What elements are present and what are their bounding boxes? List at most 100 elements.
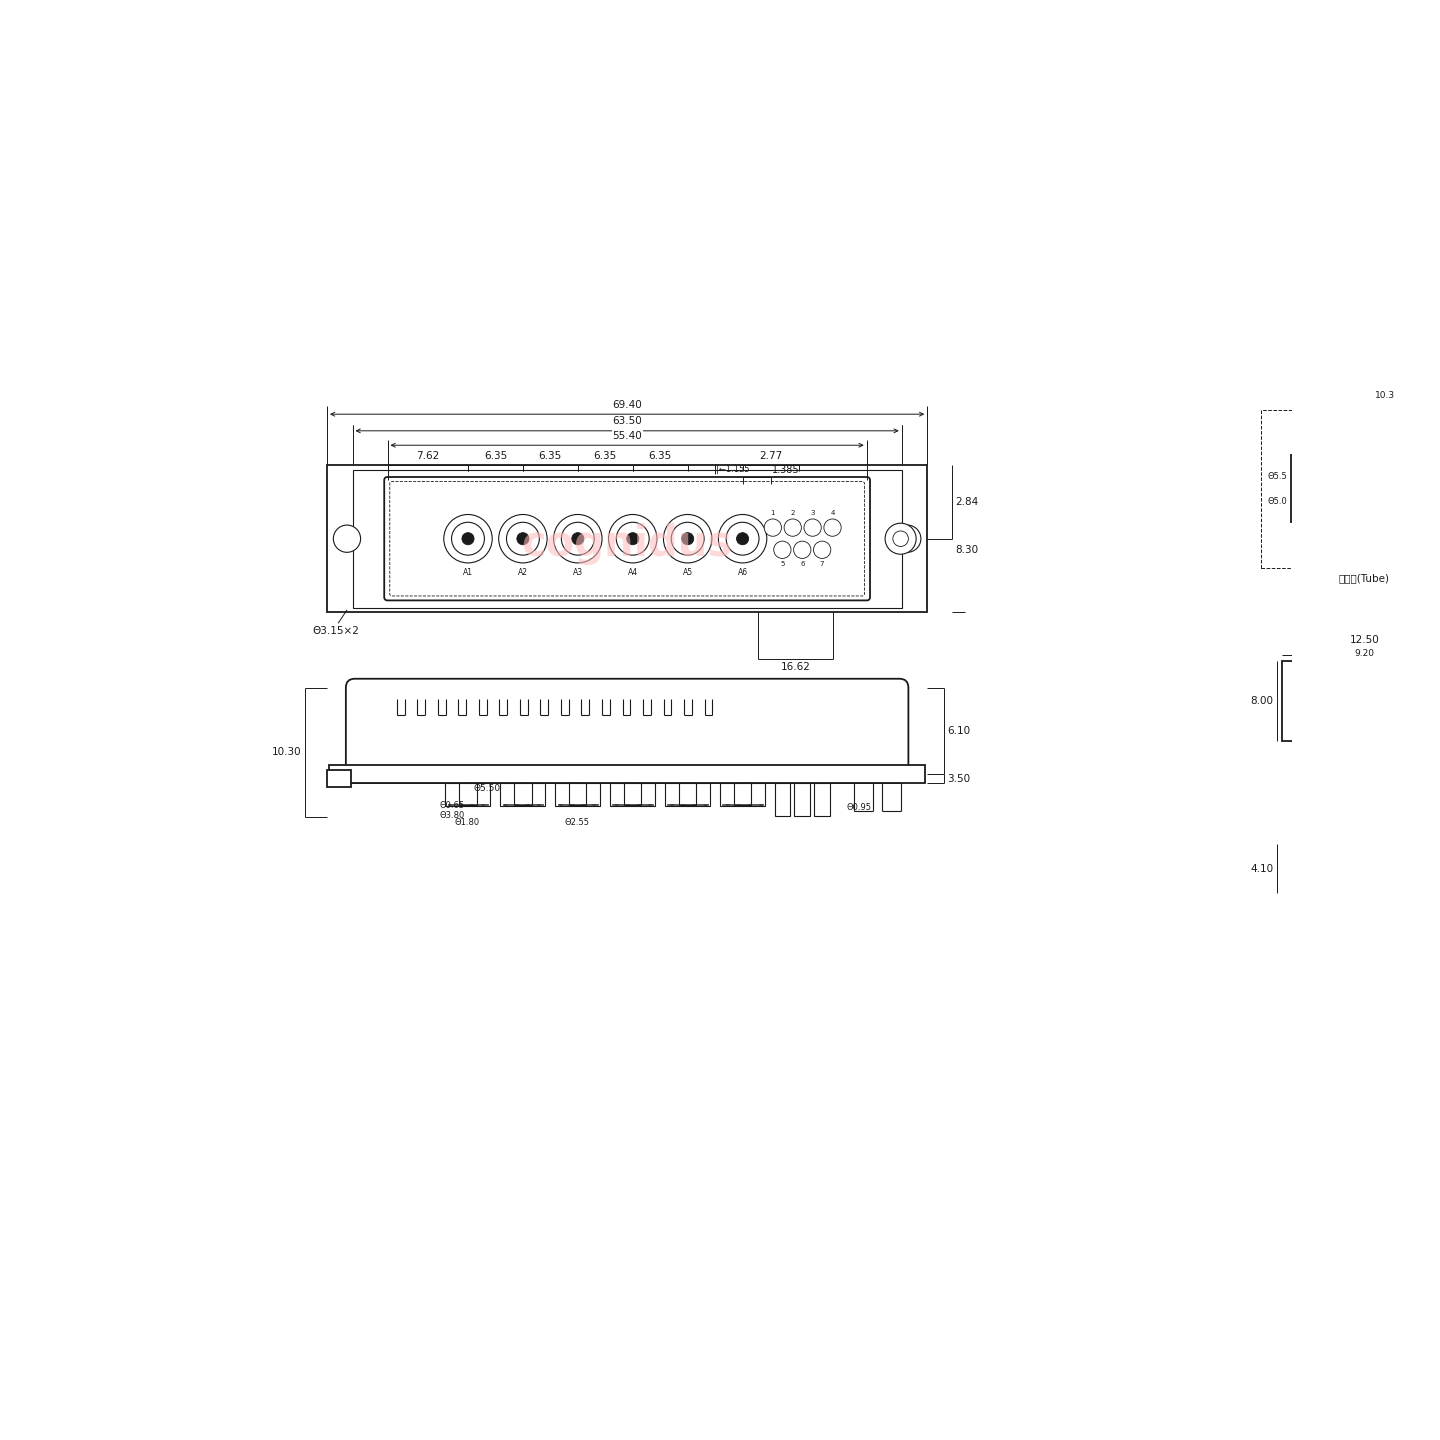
Bar (1326, 468, 1430, 510)
Circle shape (626, 533, 639, 544)
Text: 7.62: 7.62 (416, 452, 439, 461)
Text: A2: A2 (518, 569, 528, 577)
Text: 10.3: 10.3 (1375, 390, 1395, 399)
Bar (720, 783, 765, 806)
Text: 4: 4 (831, 510, 835, 516)
Text: Θ3.15×2: Θ3.15×2 (312, 625, 360, 635)
Text: A5: A5 (683, 569, 693, 577)
Text: 16.62: 16.62 (780, 662, 811, 672)
Bar (556, 783, 600, 806)
Bar (611, 783, 655, 806)
Circle shape (452, 523, 484, 556)
Text: 5: 5 (780, 560, 785, 567)
FancyBboxPatch shape (1305, 657, 1426, 740)
Circle shape (736, 533, 749, 544)
Circle shape (664, 514, 711, 563)
Bar (501, 783, 546, 806)
Text: 3.50: 3.50 (948, 773, 971, 783)
Bar (353, 469, 901, 608)
FancyBboxPatch shape (384, 477, 870, 600)
Text: 4.10: 4.10 (1250, 864, 1273, 874)
Bar (330, 765, 924, 783)
Text: Θ0.95: Θ0.95 (847, 804, 871, 812)
Text: 10.30: 10.30 (272, 747, 301, 757)
Text: 6.35: 6.35 (648, 452, 672, 461)
Text: 8.00: 8.00 (1250, 696, 1273, 706)
Circle shape (507, 523, 540, 556)
Circle shape (886, 523, 916, 554)
Circle shape (498, 514, 547, 563)
Text: 6.35: 6.35 (484, 452, 507, 461)
Text: A3: A3 (573, 569, 583, 577)
Circle shape (517, 533, 528, 544)
Bar (1292, 455, 1322, 523)
Text: 69.40: 69.40 (612, 400, 642, 410)
Circle shape (726, 523, 759, 556)
Circle shape (824, 518, 841, 536)
Bar (1322, 458, 1440, 520)
Text: A6: A6 (737, 569, 747, 577)
Text: 8.30: 8.30 (955, 544, 978, 554)
Bar (624, 783, 641, 805)
Circle shape (785, 518, 802, 536)
Circle shape (562, 523, 595, 556)
Circle shape (765, 518, 782, 536)
Text: Θ1.80: Θ1.80 (454, 818, 480, 828)
Bar (514, 783, 531, 805)
Bar (327, 465, 927, 612)
Circle shape (444, 514, 492, 563)
Circle shape (894, 526, 922, 553)
FancyBboxPatch shape (346, 678, 909, 783)
Text: 2.84: 2.84 (955, 497, 978, 507)
Text: 12.50: 12.50 (1349, 635, 1380, 645)
Bar (815, 783, 829, 816)
Text: 3: 3 (811, 510, 815, 516)
Circle shape (893, 531, 909, 546)
Text: 6.35: 6.35 (539, 452, 562, 461)
Bar (1282, 661, 1440, 740)
Bar (1332, 821, 1397, 891)
Bar (1331, 819, 1398, 893)
Text: 2: 2 (791, 510, 795, 516)
Bar (775, 783, 791, 816)
Bar (459, 783, 477, 805)
Bar (445, 783, 491, 806)
Bar (734, 783, 752, 805)
Text: 1.385: 1.385 (772, 465, 799, 475)
Text: 7: 7 (819, 560, 824, 567)
Text: 55.40: 55.40 (612, 431, 642, 441)
Text: Θ5.50: Θ5.50 (474, 785, 501, 793)
Bar (1354, 740, 1375, 844)
Text: |←1.155: |←1.155 (716, 465, 750, 474)
Text: A4: A4 (628, 569, 638, 577)
Bar (795, 783, 811, 816)
Circle shape (719, 514, 766, 563)
Bar (327, 769, 351, 788)
Text: 2.77: 2.77 (759, 452, 782, 461)
Text: 6: 6 (801, 560, 805, 567)
Circle shape (681, 533, 694, 544)
Text: 63.50: 63.50 (612, 416, 642, 426)
Circle shape (773, 541, 791, 559)
Circle shape (609, 514, 657, 563)
Circle shape (616, 523, 649, 556)
Text: 9.20: 9.20 (1355, 649, 1374, 658)
Bar (665, 783, 710, 806)
Circle shape (814, 541, 831, 559)
Text: cognidus: cognidus (521, 523, 733, 566)
Text: 6.35: 6.35 (593, 452, 616, 461)
Circle shape (333, 526, 360, 553)
Bar (680, 783, 697, 805)
Circle shape (793, 541, 811, 559)
Bar (569, 783, 586, 805)
Text: Θ5.5: Θ5.5 (1267, 472, 1287, 481)
Text: Θ5.0: Θ5.0 (1267, 497, 1287, 505)
Text: A1: A1 (464, 569, 472, 577)
Bar (1421, 468, 1440, 510)
Circle shape (804, 518, 821, 536)
Circle shape (671, 523, 704, 556)
Text: Θ0.65: Θ0.65 (439, 801, 465, 809)
Text: 1: 1 (770, 510, 775, 516)
Bar (1261, 409, 1440, 569)
Circle shape (553, 514, 602, 563)
